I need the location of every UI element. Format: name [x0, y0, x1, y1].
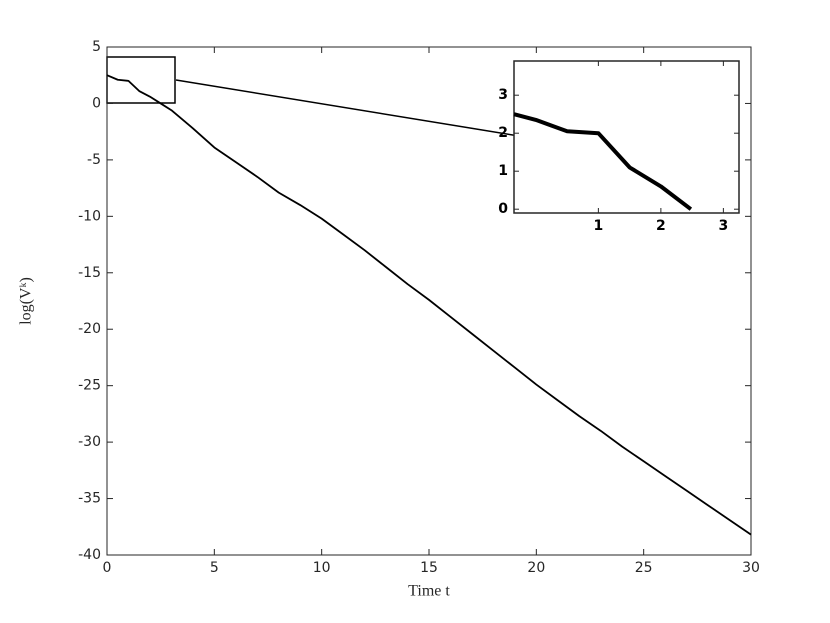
- y-tick-label: -15: [78, 265, 101, 281]
- y-tick-label: -5: [87, 152, 101, 168]
- inset-background: [514, 61, 739, 213]
- main-axes: 0 5 10 15 20 25 30-40-35-30-25-20-15-10-505Tim…: [18, 39, 760, 600]
- y-tick-label: 0: [92, 95, 101, 111]
- line-series: [513, 112, 693, 211]
- x-tick-label: 0: [103, 560, 112, 576]
- y-tick-label: -35: [78, 491, 101, 507]
- x-tick-label: 15: [420, 560, 438, 576]
- y-tick-label: 2: [498, 125, 508, 141]
- line-series: [106, 74, 752, 536]
- y-tick-label: -20: [78, 321, 101, 337]
- y-tick-label: -25: [78, 378, 101, 394]
- x-tick-label: 2: [656, 218, 666, 234]
- axes-box: [513, 60, 740, 214]
- x-tick-label: 3: [719, 218, 729, 234]
- x-tick-label: 30: [742, 560, 760, 576]
- x-tick-label: 25: [635, 560, 653, 576]
- y-tick-label: 3: [498, 87, 508, 103]
- y-tick-label: 0: [498, 201, 508, 217]
- y-tick-label: -30: [78, 434, 101, 450]
- y-tick-label: 5: [92, 39, 101, 55]
- y-axis-label: log(Vᵏ): [18, 277, 35, 325]
- y-tick-label: -10: [78, 208, 101, 224]
- zoom-connector: [175, 79, 520, 137]
- x-tick-label: 5: [210, 560, 219, 576]
- x-tick-label: 20: [527, 560, 545, 576]
- y-tick-label: -40: [78, 547, 101, 563]
- inset-axes: 1 2 3 0 1 2 3: [498, 60, 740, 234]
- x-tick-label: 10: [313, 560, 331, 576]
- x-axis-label: Time t: [408, 583, 450, 600]
- x-tick-label: 1: [594, 218, 604, 234]
- y-tick-label: 1: [498, 163, 508, 179]
